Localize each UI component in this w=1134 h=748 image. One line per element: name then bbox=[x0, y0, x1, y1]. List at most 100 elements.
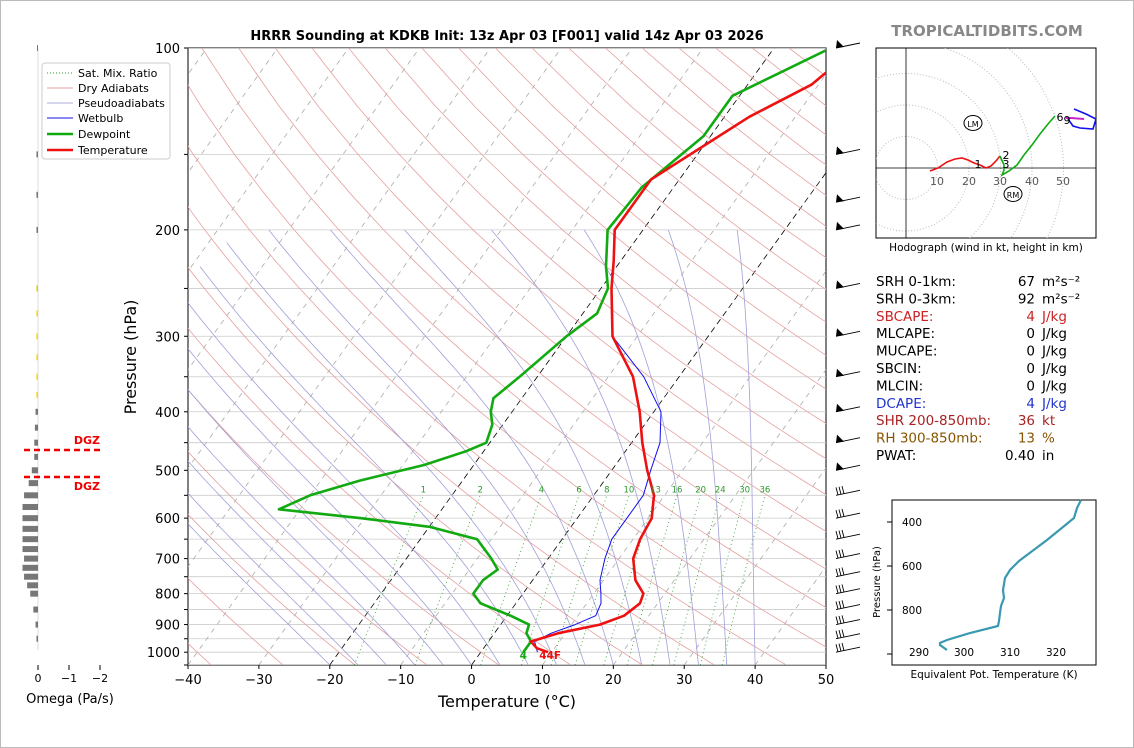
y-tick-label: 200 bbox=[155, 224, 180, 239]
dry-adiabat bbox=[311, 48, 826, 496]
wind-barb bbox=[835, 221, 861, 231]
wind-barb bbox=[835, 462, 861, 471]
param-unit: m²s⁻² bbox=[1042, 274, 1080, 290]
y-tick-label: 100 bbox=[155, 42, 180, 57]
param-label: MLCIN: bbox=[876, 378, 923, 394]
omega-bar bbox=[36, 310, 38, 317]
mixing-ratio-label: 4 bbox=[539, 485, 544, 495]
mixing-ratio-label: 20 bbox=[695, 485, 706, 495]
hodo-left-mover-marker bbox=[963, 115, 983, 131]
wind-barb bbox=[835, 567, 861, 578]
omega-ticklabel-1: −1 bbox=[61, 672, 77, 685]
omega-bar bbox=[36, 373, 38, 380]
dry-adiabat bbox=[188, 266, 643, 665]
param-value: 0 bbox=[1026, 326, 1035, 342]
omega-bar bbox=[24, 573, 38, 580]
theta-e-yticklabel-600: 600 bbox=[902, 561, 922, 573]
x-tick-label: −40 bbox=[174, 673, 201, 688]
omega-bar bbox=[36, 635, 38, 642]
hodograph-content: 10 20 30 40 50 1 2 3 6 9 LM RM bbox=[876, 48, 1096, 238]
hodo-right-mover-marker bbox=[1003, 186, 1023, 202]
dgz-bottom-label: DGZ bbox=[74, 480, 100, 493]
mixing-ratio-line bbox=[414, 495, 481, 665]
isotherm-line bbox=[188, 48, 350, 272]
surface-temp-label: 44F bbox=[539, 650, 561, 662]
param-value: 13 bbox=[1018, 431, 1035, 447]
moist-adiabat bbox=[188, 426, 416, 665]
theta-e-xticklabel-300: 300 bbox=[954, 647, 974, 659]
x-tick-label: 40 bbox=[747, 673, 764, 688]
omega-bar bbox=[22, 515, 38, 522]
mixing-ratio-label: 6 bbox=[576, 485, 581, 495]
mixing-ratio-line bbox=[721, 495, 766, 665]
skewt-axes: −40 −30 −20 −10 0 10 20 30 40 50 100 200 300 400 500 60… bbox=[147, 42, 834, 688]
hodo-ring-label-50: 50 bbox=[1056, 175, 1070, 188]
param-label: SRH 0-1km: bbox=[876, 274, 956, 290]
y-tick-label: 600 bbox=[155, 512, 180, 527]
hodograph-panel: 10 20 30 40 50 1 2 3 6 9 LM RM Hodograph… bbox=[875, 47, 1097, 254]
wind-barb bbox=[835, 194, 861, 203]
isotherm-line bbox=[188, 48, 279, 174]
hodo-height-3: 3 bbox=[1003, 158, 1010, 171]
isotherm-line bbox=[188, 48, 420, 371]
omega-bar bbox=[35, 621, 38, 628]
omega-bar bbox=[30, 590, 38, 597]
omega-bar bbox=[36, 285, 38, 292]
omega-bar bbox=[36, 391, 38, 398]
dry-adiabat bbox=[188, 206, 715, 665]
x-axis-label: Temperature (°C) bbox=[437, 692, 576, 711]
dry-adiabat bbox=[274, 48, 826, 532]
omega-bar bbox=[35, 408, 38, 415]
mixing-ratio-label: 2 bbox=[478, 485, 483, 495]
omega-axis-label: Omega (Pa/s) bbox=[26, 692, 114, 707]
wind-barb bbox=[835, 146, 861, 155]
mixing-ratio-label: 10 bbox=[624, 485, 635, 495]
omega-ticklabel-2: −2 bbox=[92, 672, 108, 685]
dry-adiabat bbox=[238, 48, 826, 570]
param-label: SRH 0-3km: bbox=[876, 291, 956, 307]
hodo-ring-label-30: 30 bbox=[993, 175, 1007, 188]
omega-bar bbox=[34, 453, 38, 460]
wind-barb bbox=[835, 642, 861, 653]
moist-adiabat bbox=[736, 229, 756, 665]
isotherm-line bbox=[542, 270, 826, 665]
wind-barb bbox=[835, 615, 861, 625]
hodo-height-1: 1 bbox=[975, 158, 982, 171]
param-value: 0 bbox=[1026, 344, 1035, 360]
param-unit: m²s⁻² bbox=[1042, 291, 1080, 307]
series-dewpoint bbox=[277, 48, 826, 653]
dry-adiabat bbox=[421, 48, 826, 390]
omega-bar bbox=[36, 151, 38, 158]
wind-barbs bbox=[835, 40, 861, 653]
series-temperature bbox=[529, 70, 826, 654]
omega-bar bbox=[36, 226, 38, 233]
wind-barb bbox=[835, 434, 861, 444]
omega-bar bbox=[31, 467, 38, 474]
dry-adiabat bbox=[458, 48, 826, 356]
isotherm-line bbox=[258, 48, 704, 665]
omega-bars bbox=[22, 45, 38, 642]
theta-e-xticklabel-290: 290 bbox=[909, 647, 929, 659]
param-value: 0.40 bbox=[1005, 448, 1035, 464]
wind-barb bbox=[835, 549, 861, 560]
legend-temperature-label: Temperature bbox=[77, 144, 148, 157]
moist-adiabat bbox=[188, 460, 387, 665]
wind-barb bbox=[835, 280, 861, 289]
x-tick-label: −30 bbox=[245, 673, 272, 688]
mixing-ratio-label: 24 bbox=[715, 485, 726, 495]
omega-bar bbox=[36, 333, 38, 340]
param-unit: kt bbox=[1042, 413, 1055, 429]
omega-bar bbox=[24, 492, 38, 499]
param-value: 36 bbox=[1018, 413, 1035, 429]
x-tick-label: 50 bbox=[818, 673, 835, 688]
moist-adiabat bbox=[330, 229, 614, 665]
param-unit: J/kg bbox=[1041, 396, 1067, 412]
site-watermark: TROPICALTIDBITS.COM bbox=[891, 22, 1083, 40]
moist-adiabat bbox=[404, 229, 643, 665]
param-value: 4 bbox=[1026, 396, 1035, 412]
param-unit: J/kg bbox=[1041, 309, 1067, 325]
skewt-labels: 1 2 4 6 8 10 13 16 20 24 30 364 44F bbox=[421, 485, 771, 662]
parameters-table: SRH 0-1km: 67 m²s⁻² SRH 0-3km: 92 m²s⁻² SBCAPE… bbox=[876, 274, 1080, 464]
hodo-height-9: 9 bbox=[1064, 114, 1071, 127]
